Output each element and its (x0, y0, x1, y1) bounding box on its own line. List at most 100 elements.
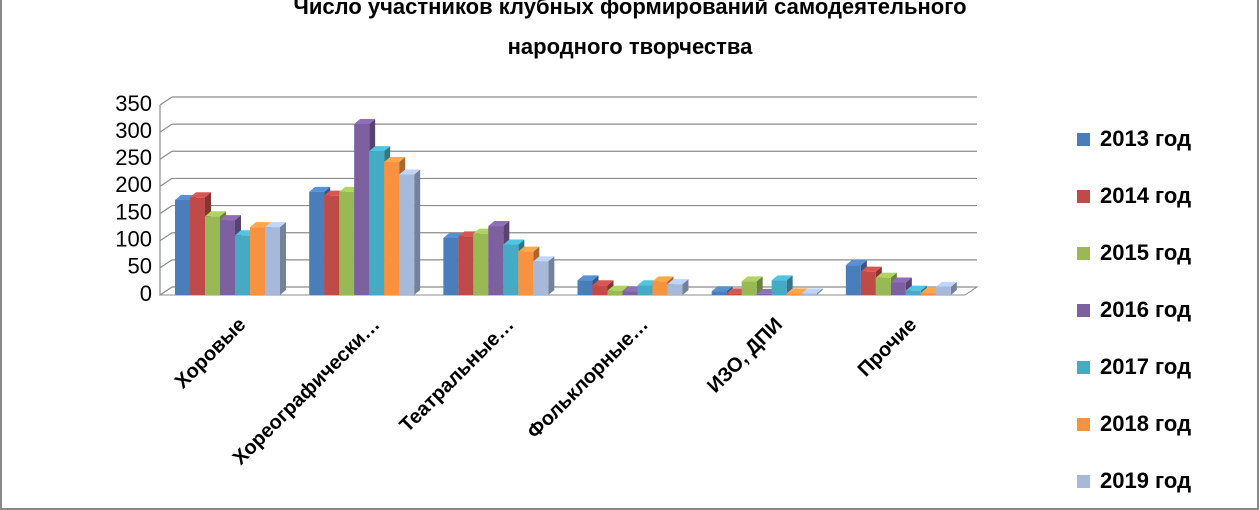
grid-line (159, 286, 173, 296)
bar-side (280, 222, 286, 295)
bar-top (741, 276, 763, 282)
grid-line (159, 177, 173, 187)
bar (309, 191, 325, 295)
bar-top (667, 279, 689, 285)
bar-top (860, 266, 882, 272)
bar-top (935, 281, 957, 287)
bar (473, 233, 489, 295)
bar-group (667, 279, 689, 295)
grid-line (159, 205, 173, 215)
bar (577, 280, 593, 295)
legend-label: 2013 год (1100, 126, 1191, 151)
bar-side (816, 288, 823, 295)
bar (518, 251, 534, 295)
chart-title: народного творчества (508, 34, 754, 59)
bar (622, 291, 638, 295)
bar-top (384, 157, 406, 162)
bar-top (354, 119, 376, 124)
legend-label: 2018 год (1100, 411, 1191, 436)
bar (443, 238, 459, 295)
x-tick-label: Хореографически… (229, 314, 385, 470)
bar-side (414, 169, 421, 295)
bar (637, 285, 653, 295)
bar-top (265, 222, 286, 228)
bar-top (786, 288, 808, 294)
bar (935, 286, 951, 295)
bar-group (533, 256, 555, 295)
bar (667, 284, 683, 295)
legend-label: 2019 год (1100, 468, 1191, 493)
legend-label: 2017 год (1100, 354, 1191, 379)
bar (354, 124, 370, 295)
bar (369, 151, 385, 295)
bar (265, 227, 280, 295)
y-tick-label: 250 (115, 145, 152, 170)
legend-swatch (1077, 304, 1090, 317)
bar (503, 244, 519, 295)
legend-swatch (1077, 247, 1090, 260)
grid-line (159, 96, 173, 106)
bar-top (905, 285, 927, 291)
bar-top (399, 169, 421, 175)
legend-swatch (1077, 418, 1090, 431)
bar (220, 220, 235, 295)
bar (756, 293, 772, 295)
bar-top (533, 256, 555, 262)
chart-title: Число участников клубных формирований са… (293, 0, 966, 19)
x-tick-label: ИЗО, ДПИ (703, 314, 787, 398)
bar-top (771, 275, 793, 281)
bar (175, 200, 190, 295)
grid-line (159, 123, 173, 133)
y-tick-label: 150 (115, 199, 152, 224)
bar (399, 174, 415, 295)
y-tick-label: 0 (140, 281, 152, 306)
bar (533, 261, 549, 295)
bar-top (711, 286, 733, 292)
bar (786, 293, 802, 295)
bar (190, 197, 205, 295)
grid-line (159, 232, 173, 242)
legend-swatch (1077, 133, 1090, 146)
bar (592, 285, 608, 295)
bar-top (845, 260, 867, 266)
bar-group (741, 276, 763, 295)
x-tick-label: Фольклорные… (523, 314, 653, 444)
bar (890, 282, 906, 295)
bar (250, 227, 265, 295)
bar (771, 280, 787, 295)
bar (711, 291, 727, 295)
bar-top (652, 276, 674, 282)
bar-top (875, 272, 897, 278)
legend-label: 2014 год (1100, 183, 1191, 208)
bar-top (577, 275, 599, 281)
bar-side (548, 256, 555, 295)
bar (339, 191, 355, 295)
bar-group (935, 281, 957, 295)
bar-top (503, 239, 525, 245)
bar-top (220, 215, 241, 221)
y-tick-label: 350 (115, 91, 152, 116)
grid-line (159, 259, 173, 269)
bar-top (250, 222, 271, 228)
bar-top (309, 186, 331, 192)
bar-top (890, 277, 912, 283)
bar-top (488, 221, 510, 227)
bar (845, 265, 861, 295)
bar-top (369, 146, 391, 152)
bar (801, 293, 817, 295)
legend-swatch (1077, 190, 1090, 203)
x-tick-label: Прочие (854, 314, 921, 381)
bar-top (607, 285, 629, 291)
y-tick-label: 50 (128, 254, 152, 279)
bar-side (950, 281, 957, 295)
bar-side (682, 279, 689, 295)
bar (860, 271, 876, 295)
bar-group (801, 288, 823, 295)
y-tick-label: 300 (115, 118, 152, 143)
bar-top (592, 280, 614, 286)
bar (384, 162, 400, 295)
legend-swatch (1077, 361, 1090, 374)
bar (324, 195, 340, 295)
